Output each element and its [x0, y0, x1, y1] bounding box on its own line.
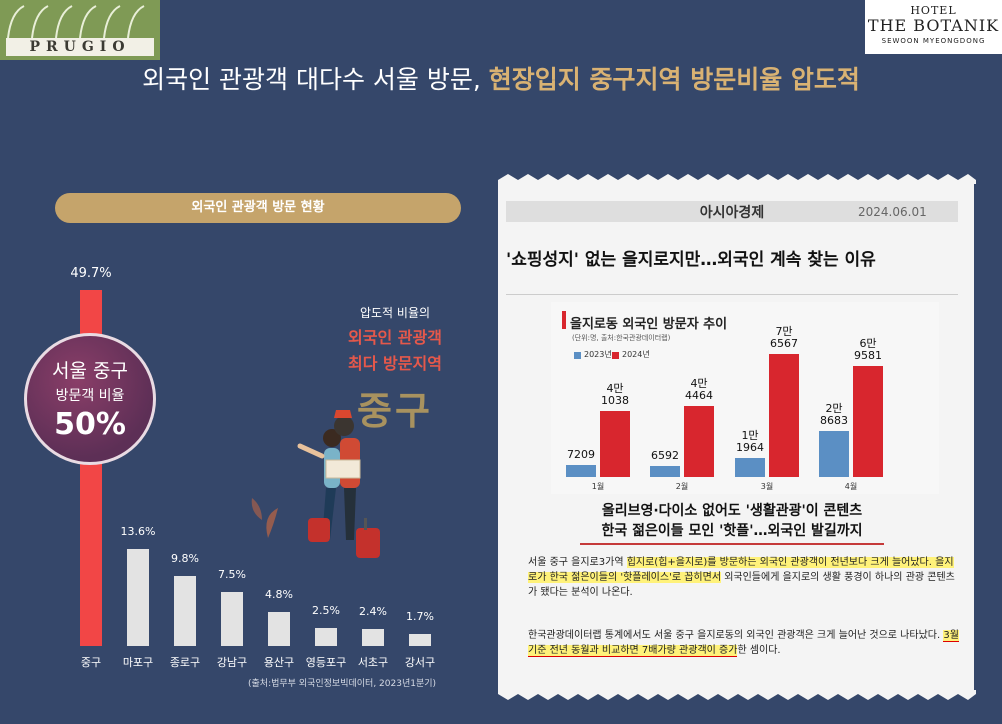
- bar-value-label: 2.5%: [312, 604, 340, 618]
- bar-서초구: [362, 628, 384, 646]
- trend-value-label: 7만 6567: [770, 325, 798, 351]
- category-label: 종로구: [169, 656, 201, 669]
- trend-chart-subtitle: (단위:명, 출처:한국관광데이터랩): [572, 334, 671, 342]
- badge-line2: 방문객 비율: [55, 388, 125, 404]
- category-label: 강남구: [216, 656, 248, 669]
- category-label: 용산구: [263, 656, 295, 669]
- torn-edge-bottom: [498, 690, 976, 700]
- p1-text-b: 외국인들에게 을지로의 생활 풍경이 하나의 관광 콘텐츠가 됐다는 분석이 나…: [528, 572, 955, 598]
- trend-bar-2024년-2월: [684, 405, 714, 477]
- botanik-hotel-text: HOTEL: [910, 4, 957, 17]
- title-part2: 현장입지 중구지역 방문비율 압도적: [488, 65, 860, 94]
- callout-line2: 외국인 관광객 최다 방문지역: [310, 325, 480, 377]
- bar-value-label: 1.7%: [406, 609, 434, 623]
- chart-title-marker: [562, 311, 566, 329]
- legend-swatch-2024: [612, 352, 619, 359]
- badge-line3: 50%: [54, 407, 126, 442]
- bar-value-label: 49.7%: [70, 266, 112, 282]
- trend-value-label: 7209: [567, 448, 595, 462]
- legend-label-2024: 2024년: [622, 350, 650, 359]
- torn-edge-top: [498, 174, 976, 184]
- legend-swatch-2023: [574, 352, 581, 359]
- p2-text-b: 한 셈이다.: [737, 645, 781, 656]
- page-title: 외국인 관광객 대다수 서울 방문, 현장입지 중구지역 방문비율 압도적: [0, 60, 1002, 96]
- p2-text-a: 한국관광데이터랩 통계에서도 서울 중구 을지로동의 외국인 관광객은 크게 늘…: [528, 630, 944, 641]
- category-label: 마포구: [122, 656, 154, 669]
- prugio-logo: PRUGIO: [0, 0, 160, 60]
- bar-강남구: [221, 592, 243, 646]
- trend-bar-2024년-4월: [853, 365, 883, 477]
- trend-bar-2023년-2월: [650, 466, 680, 477]
- bar-value-label: 13.6%: [120, 524, 156, 538]
- badge-line1: 서울 중구: [52, 360, 128, 382]
- prugio-wordmark: PRUGIO: [6, 38, 154, 56]
- trend-bar-2024년-3월: [769, 354, 799, 477]
- trend-value-label: 4만 1038: [601, 382, 629, 408]
- botanik-name-text: THE BOTANIK: [867, 16, 1000, 35]
- callout-line2a: 외국인 관광객: [348, 328, 442, 347]
- article-subhead-1: 올리브영·다이소 없어도 '생활관광'이 콘텐츠: [601, 503, 863, 519]
- trend-chart-title: 을지로동 외국인 방문자 추이: [570, 317, 728, 332]
- bar-마포구: [127, 548, 149, 646]
- article-subhead-2: 한국 젊은이들 모인 '핫플'…외국인 발길까지: [601, 523, 863, 539]
- trend-category-label: 1월: [591, 482, 605, 491]
- category-label: 영등포구: [305, 656, 347, 669]
- trend-value-label: 2만 8683: [820, 402, 848, 428]
- callout-line2b: 최다 방문지역: [348, 354, 442, 373]
- legend-label-2023: 2023년: [584, 350, 612, 359]
- trend-category-label: 2월: [675, 482, 689, 491]
- bar-value-label: 7.5%: [218, 568, 246, 582]
- category-label: 중구: [80, 656, 102, 669]
- trend-bar-2023년-4월: [819, 431, 849, 477]
- bar-value-label: 9.8%: [171, 551, 199, 565]
- category-label: 강서구: [404, 656, 436, 669]
- bar-영등포구: [315, 628, 337, 646]
- bar-종로구: [174, 575, 196, 646]
- p1-text-a: 서울 중구 을지로3가역: [528, 557, 627, 568]
- chart-source: (출처:법무부 외국인정보빅데이터, 2023년1분기): [248, 679, 437, 689]
- chart-title-pill: 외국인 관광객 방문 현황: [55, 193, 461, 223]
- category-label: 서초구: [357, 656, 389, 669]
- newspaper-name: 아시아경제: [699, 205, 765, 221]
- article-paragraph-2: 한국관광데이터랩 통계에서도 서울 중구 을지로동의 외국인 관광객은 크게 늘…: [528, 628, 960, 658]
- article-divider: [506, 294, 958, 295]
- trend-value-label: 6592: [651, 449, 679, 463]
- callout-line3: 중구: [357, 389, 433, 433]
- trend-bar-2023년-1월: [566, 465, 596, 477]
- trend-value-label: 6만 9581: [854, 336, 882, 362]
- bar-value-label: 4.8%: [265, 587, 293, 601]
- junggu-ratio-badge: 서울 중구 방문객 비율 50%: [24, 333, 156, 465]
- bar-용산구: [268, 611, 290, 646]
- trend-value-label: 4만 4464: [685, 376, 713, 402]
- trend-value-label: 1만 1964: [736, 428, 764, 454]
- trend-category-label: 4월: [844, 482, 858, 491]
- bar-강서구: [409, 633, 431, 646]
- botanik-sub-text: SEWOON MYEONGDONG: [881, 37, 986, 45]
- callout-line1: 압도적 비율의: [359, 306, 431, 320]
- subhead-underline: [580, 543, 884, 545]
- trend-bar-2023년-3월: [735, 457, 765, 477]
- article-header-bar: [506, 201, 958, 222]
- article-headline: '쇼핑성지' 없는 을지로지만…외국인 계속 찾는 이유: [506, 250, 876, 270]
- title-part1: 외국인 관광객 대다수 서울 방문,: [142, 65, 481, 94]
- bar-value-label: 2.4%: [359, 604, 387, 618]
- travelers-illustration: [251, 410, 380, 558]
- trend-category-label: 3월: [760, 482, 774, 491]
- leaf-pattern-icon: [7, 5, 145, 39]
- trend-bar-2024년-1월: [600, 411, 630, 477]
- article-paragraph-1: 서울 중구 을지로3가역 힙지로(힙+을지로)를 방문하는 외국인 관광객이 전…: [528, 555, 960, 600]
- article-date: 2024.06.01: [858, 205, 927, 219]
- botanik-logo: HOTEL THE BOTANIK SEWOON MYEONGDONG: [865, 0, 1002, 54]
